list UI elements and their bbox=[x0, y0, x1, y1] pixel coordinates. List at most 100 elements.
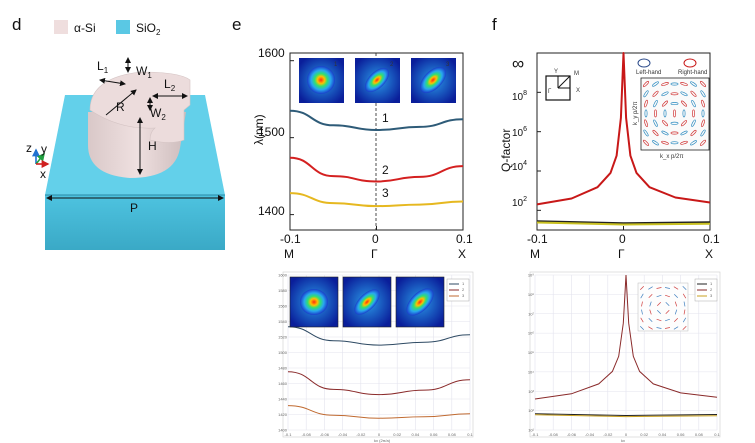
rf-pol-mark-3 bbox=[664, 287, 671, 289]
rf-pol-mark-12 bbox=[641, 301, 643, 307]
re-ytick-1: 1580 bbox=[278, 288, 288, 293]
e-xcat-x: X bbox=[458, 247, 466, 261]
rf-pol-mark-35 bbox=[682, 325, 687, 331]
rf-pol-mark-11 bbox=[682, 293, 687, 299]
legend-swatch-sio2 bbox=[116, 20, 130, 34]
re-ytick-3: 1540 bbox=[278, 319, 288, 324]
rf-pol-mark-25 bbox=[648, 317, 653, 323]
replica-e-inset-2 bbox=[342, 276, 392, 328]
re-xtick-7: 0.04 bbox=[412, 432, 421, 437]
rf-ytick-2: 10⁷ bbox=[528, 311, 534, 316]
replica-f-legend: 1 2 3 bbox=[694, 278, 718, 302]
f-xcat-gamma: Γ bbox=[618, 247, 625, 261]
replica-e-legend: 1 2 3 bbox=[446, 278, 470, 302]
e-ytick-1600: 1600 bbox=[258, 46, 285, 60]
pol-ellipse-37 bbox=[661, 130, 669, 136]
pol-ellipse-38 bbox=[670, 131, 679, 135]
pol-xlabel: k_x p/2π bbox=[660, 154, 683, 160]
rf-xtick-5: 0 bbox=[625, 432, 628, 437]
rf-ytick-8: 10¹ bbox=[528, 428, 534, 433]
rf-xtick-2: -0.06 bbox=[567, 432, 577, 437]
e-inset-1: 1 bbox=[299, 58, 344, 103]
e-inset-2: 2 bbox=[355, 58, 400, 103]
pol-ellipse-6 bbox=[699, 80, 707, 88]
axis-z: z bbox=[26, 141, 32, 155]
re-series-3 bbox=[287, 405, 471, 419]
rf-pol-mark-2 bbox=[656, 287, 662, 289]
rf-pol-mark-19 bbox=[649, 309, 652, 315]
panel-f-label: f bbox=[492, 15, 497, 34]
e-inset-2-label: 2 bbox=[390, 62, 394, 68]
rf-xtick-8: 0.06 bbox=[677, 432, 686, 437]
replica-e-legend-3: 3 bbox=[462, 293, 465, 298]
e-xtick-2: 0.1 bbox=[456, 232, 473, 246]
re-xtick-10: 0.1 bbox=[467, 432, 473, 437]
pol-ellipse-41 bbox=[700, 129, 706, 137]
panel-e: e 1600 1500 1400 λ(nm) -0.1 0 0.1 M Γ X … bbox=[232, 15, 473, 261]
re-xtick-2: -0.06 bbox=[320, 432, 330, 437]
e-series-1 bbox=[289, 109, 464, 132]
pol-ellipse-23 bbox=[663, 109, 667, 118]
rf-pol-mark-17 bbox=[683, 301, 686, 307]
plot-f-ticks bbox=[536, 91, 711, 230]
re-ytick-7: 1460 bbox=[278, 381, 288, 386]
re-ytick-0: 1600 bbox=[278, 273, 288, 278]
rf-xtick-0: -0.1 bbox=[532, 432, 540, 437]
replica-e-legend-1: 1 bbox=[462, 281, 465, 286]
pol-ellipse-40 bbox=[690, 129, 697, 137]
rf-pol-mark-22 bbox=[674, 309, 678, 315]
re-xtick-5: 0 bbox=[378, 432, 381, 437]
rf-series-1 bbox=[534, 413, 718, 417]
panel-d-label: d bbox=[12, 15, 21, 34]
pol-ellipse-12 bbox=[690, 90, 697, 97]
e-ytick-1400: 1400 bbox=[258, 204, 285, 218]
replica-f-xlabel: kx bbox=[621, 438, 625, 443]
replica-f-legend-2: 2 bbox=[710, 287, 713, 292]
rf-xtick-9: 0.08 bbox=[695, 432, 704, 437]
pol-ellipse-33 bbox=[691, 119, 696, 127]
rf-pol-mark-6 bbox=[640, 293, 644, 299]
f-series-1 bbox=[536, 220, 711, 225]
dim-h: H bbox=[148, 139, 157, 153]
rf-pol-mark-13 bbox=[649, 301, 652, 307]
f-xtick-1: 0 bbox=[619, 232, 626, 246]
e-ytick-1500: 1500 bbox=[258, 125, 285, 139]
pol-ellipse-18 bbox=[680, 100, 688, 107]
e-series-3 bbox=[289, 192, 464, 208]
bz-inset: Y M Γ X bbox=[545, 69, 580, 101]
re-xtick-8: 0.06 bbox=[430, 432, 439, 437]
re-xtick-0: -0.1 bbox=[285, 432, 293, 437]
rf-pol-mark-31 bbox=[648, 326, 653, 330]
re-ytick-4: 1520 bbox=[278, 335, 288, 340]
rf-pol-mark-29 bbox=[682, 317, 687, 323]
e-xcat-m: M bbox=[284, 247, 294, 261]
pol-ellipse-43 bbox=[652, 140, 659, 146]
pol-ellipse-22 bbox=[654, 109, 657, 118]
re-series-1 bbox=[287, 326, 471, 346]
rf-pol-mark-30 bbox=[639, 325, 645, 331]
pillar-top bbox=[89, 71, 191, 143]
re-series-2 bbox=[287, 371, 471, 396]
rf-pol-mark-21 bbox=[665, 309, 670, 315]
re-xtick-1: -0.08 bbox=[302, 432, 312, 437]
f-ylabel: Q-factor bbox=[499, 129, 513, 172]
plot-e-curves bbox=[289, 109, 464, 208]
rf-pol-mark-34 bbox=[673, 326, 679, 330]
rf-pol-mark-7 bbox=[648, 293, 653, 299]
rf-ytick-0: 10⁹ bbox=[528, 273, 534, 278]
rf-ytick-6: 10³ bbox=[528, 389, 534, 394]
rf-pol-mark-8 bbox=[656, 294, 662, 298]
e-inset-3-label: 3 bbox=[446, 62, 450, 68]
pol-ellipse-16 bbox=[661, 100, 669, 107]
re-ytick-6: 1480 bbox=[278, 366, 288, 371]
plot-f-curves bbox=[536, 52, 711, 226]
dim-r: R bbox=[116, 100, 125, 114]
polarization-inset: Left-hand Right-hand k_x p/2π k_y p/2π bbox=[633, 58, 710, 160]
re-xtick-4: -0.02 bbox=[356, 432, 366, 437]
replica-e-xlabel: kx (2π/a) bbox=[374, 438, 391, 443]
re-ytick-10: 1400 bbox=[278, 428, 288, 433]
pol-ellipse-30 bbox=[661, 120, 669, 127]
rf-xtick-1: -0.08 bbox=[549, 432, 559, 437]
e-inset-1-label: 1 bbox=[334, 62, 338, 68]
bz-gamma: Γ bbox=[548, 89, 552, 95]
